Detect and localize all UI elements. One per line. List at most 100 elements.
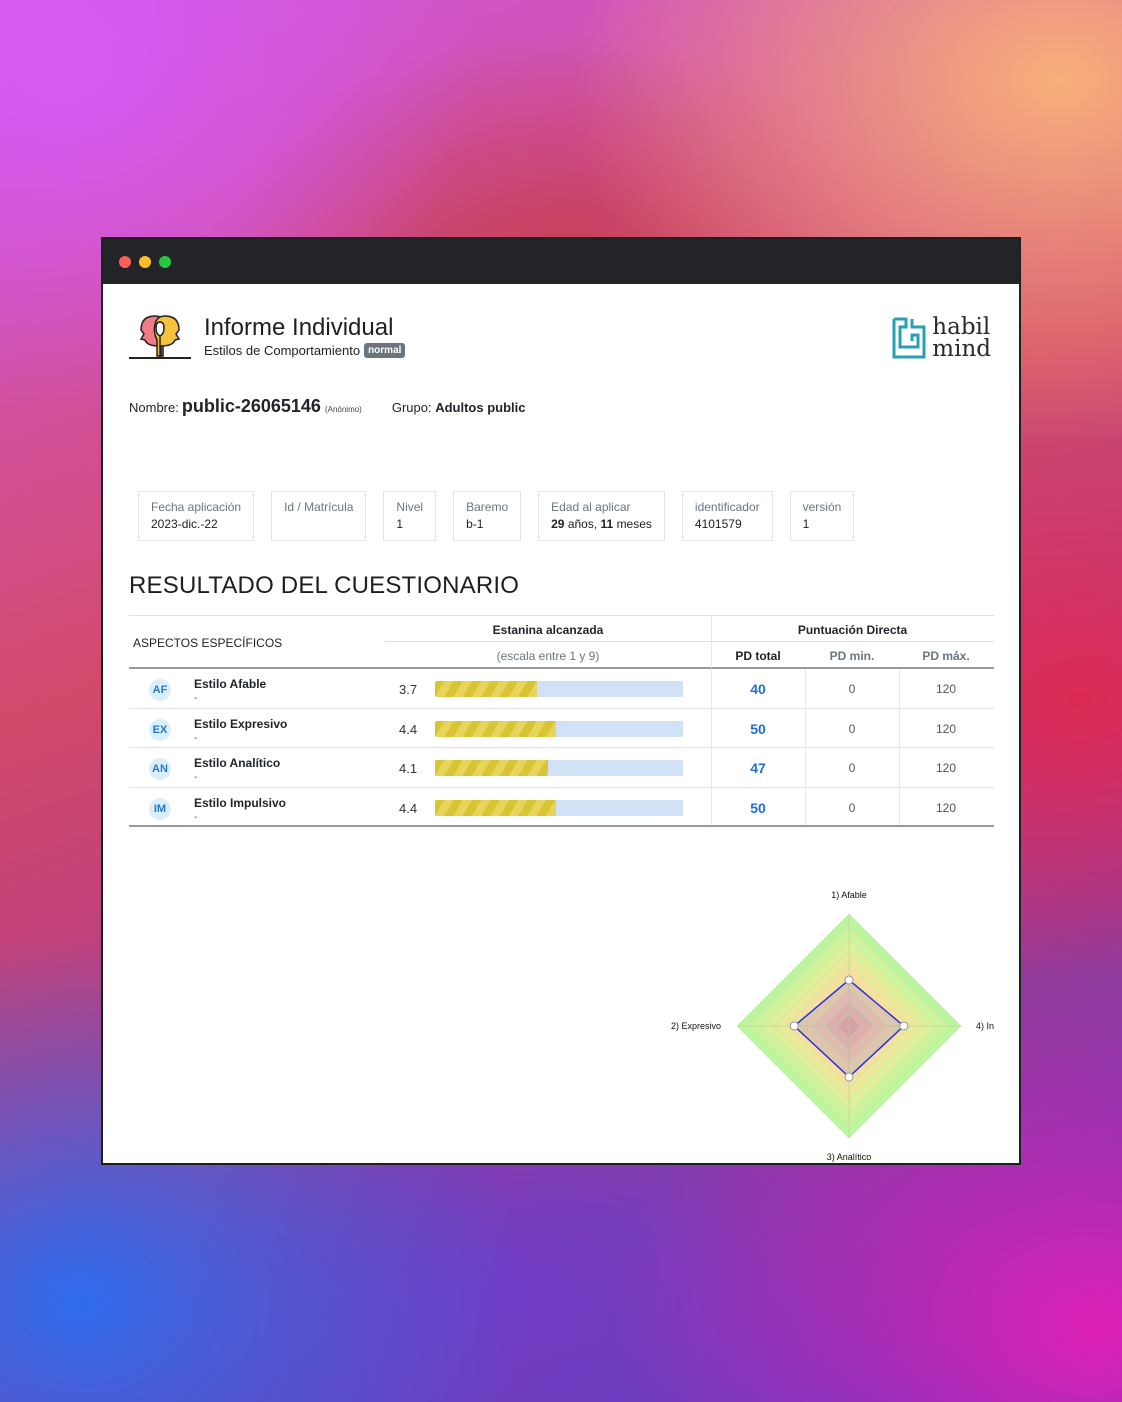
card-baremo: Baremo b-1 — [453, 491, 522, 541]
logo-text: habil mind — [932, 314, 991, 361]
cell-divider — [899, 669, 900, 708]
results-table: ASPECTOS ESPECÍFICOS Estanina alcanzada … — [129, 615, 994, 827]
pd-total: 50 — [750, 799, 766, 816]
col-pd: Puntuación Directa — [797, 623, 908, 637]
table-row: IM Estilo Impulsivo - 4.4 50 0 120 — [129, 787, 994, 827]
cell-divider — [805, 748, 806, 787]
table-row: EX Estilo Expresivo - 4.4 50 0 120 — [129, 708, 994, 748]
aspect-name: Estilo Afable — [194, 677, 267, 691]
cell-divider — [805, 708, 806, 747]
aspect-desc: - — [194, 732, 198, 744]
estanina-value: 4.1 — [399, 761, 418, 776]
pd-min: 0 — [848, 721, 856, 736]
table-body: AF Estilo Afable - 3.7 40 0 120 EX Estil… — [129, 669, 994, 827]
person-name: public-26065146 — [181, 396, 321, 416]
col-pd-min: PD min. — [829, 649, 875, 663]
group-label: Grupo: — [391, 400, 432, 415]
age-years: 29 — [551, 517, 565, 531]
report-content: Informe Individual Estilos de Comportami… — [103, 284, 1019, 1162]
estanina-bar-fill — [435, 799, 557, 816]
norm-badge: normal — [364, 343, 406, 358]
radar-point — [844, 975, 854, 985]
radar-chart: 1) Afable 2) Expresivo 3) Analítico 4) In — [671, 890, 994, 1162]
table-row: AN Estilo Analítico - 4.1 47 0 120 — [129, 748, 994, 788]
estanina-bar — [435, 760, 683, 776]
card-value: 2023-dic.-22 — [151, 517, 218, 531]
card-edad: Edad al aplicar 29 años, 11 meses — [538, 491, 665, 541]
group-name: Adultos public — [435, 400, 526, 415]
col-estanina-sub: (escala entre 1 y 9) — [496, 649, 600, 663]
estanina-value: 4.4 — [399, 800, 418, 816]
app-window: Informe Individual Estilos de Comportami… — [101, 237, 1021, 1165]
minimize-window-button[interactable] — [139, 255, 151, 268]
pd-total: 50 — [750, 720, 766, 737]
card-fecha: Fecha aplicación 2023-dic.-22 — [138, 491, 255, 541]
card-value: b-1 — [466, 517, 484, 531]
close-window-button[interactable] — [119, 255, 131, 268]
card-value: 29 años, 11 meses — [551, 517, 652, 531]
table-row: AF Estilo Afable - 3.7 40 0 120 — [129, 669, 994, 709]
pd-max: 120 — [935, 800, 957, 815]
card-label: Fecha aplicación — [151, 500, 242, 514]
person-line: Nombre: public-26065146 (Anónimo) Grupo:… — [129, 396, 526, 417]
pd-max: 120 — [935, 761, 957, 775]
subtitle-text: Estilos de Comportamiento — [204, 343, 361, 358]
habilmind-logo: habil mind — [892, 314, 991, 361]
card-identificador: identificador 4101579 — [681, 491, 773, 541]
section-title: RESULTADO DEL CUESTIONARIO — [129, 572, 520, 599]
table-header: ASPECTOS ESPECÍFICOS Estanina alcanzada … — [129, 615, 994, 669]
pd-min: 0 — [848, 800, 856, 815]
estanina-bar-fill — [435, 681, 537, 697]
pd-total: 40 — [750, 681, 766, 697]
col-estanina: Estanina alcanzada — [492, 623, 604, 637]
header-vdivider — [711, 616, 712, 668]
col-aspectos: ASPECTOS ESPECÍFICOS — [133, 636, 283, 650]
aspect-name: Estilo Expresivo — [194, 716, 288, 731]
radar-axis-label: 1) Afable — [831, 890, 867, 900]
cell-divider — [711, 708, 712, 747]
cell-divider — [899, 708, 900, 747]
two-heads-icon — [129, 315, 191, 359]
card-label: Baremo — [466, 500, 509, 514]
radar-axis-label: 3) Analítico — [827, 1152, 872, 1162]
card-label: Nivel — [396, 500, 424, 514]
estanina-bar — [435, 799, 683, 816]
radar-point — [899, 1021, 909, 1031]
group-info: Grupo: Adultos public — [392, 400, 526, 415]
aspect-desc: - — [194, 772, 198, 783]
header-divider — [385, 641, 994, 642]
logo-line1: habil — [932, 314, 991, 340]
card-label: Id / Matrícula — [284, 500, 354, 514]
aspect-abbr-badge: AF — [149, 679, 171, 701]
estanina-bar-fill — [435, 720, 557, 737]
radar-point — [789, 1021, 799, 1031]
estanina-bar-fill — [435, 760, 548, 776]
report-header: Informe Individual Estilos de Comportami… — [129, 284, 993, 364]
aspect-name: Estilo Impulsivo — [194, 795, 287, 810]
estanina-value: 3.7 — [399, 682, 418, 697]
info-cards: Fecha aplicación 2023-dic.-22 Id / Matrí… — [138, 491, 871, 541]
col-pd-total: PD total — [735, 649, 781, 663]
window-titlebar — [103, 239, 1019, 284]
age-years-word: años, — [567, 517, 598, 531]
cell-divider — [711, 669, 712, 708]
aspect-desc: - — [194, 693, 198, 704]
col-pd-max: PD máx. — [922, 649, 970, 663]
cell-divider — [805, 669, 806, 708]
card-label: versión — [802, 500, 842, 514]
aspect-name: Estilo Analítico — [194, 756, 281, 770]
anon-label: (Anónimo) — [324, 405, 362, 414]
habilmind-logo-icon — [892, 317, 926, 359]
pd-max: 120 — [935, 682, 957, 696]
name-label: Nombre: — [129, 400, 179, 415]
card-value: 4101579 — [694, 517, 742, 531]
aspect-abbr-badge: EX — [149, 718, 171, 741]
pd-total: 47 — [750, 760, 766, 776]
report-title: Informe Individual — [204, 314, 394, 341]
card-value: 1 — [396, 517, 404, 531]
cell-divider — [711, 787, 712, 825]
maximize-window-button[interactable] — [159, 255, 171, 268]
estanina-value: 4.4 — [399, 721, 418, 737]
pd-min: 0 — [848, 682, 856, 696]
cell-divider — [899, 787, 900, 825]
